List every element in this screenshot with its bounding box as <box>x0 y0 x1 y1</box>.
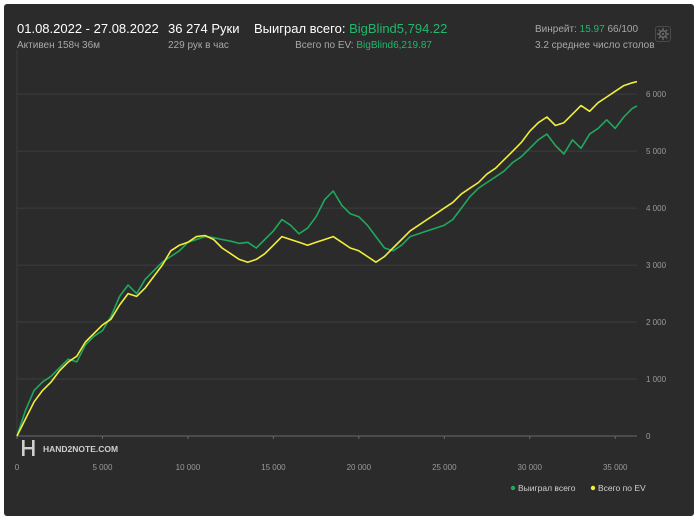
series-line-won <box>16 105 638 437</box>
winrate-percentile: 66/100 <box>607 24 639 35</box>
winrate-label: Винрейт: <box>535 24 577 35</box>
won-total: Выиграл всего: BigBlind5,794.22 <box>254 21 447 36</box>
date-range: 01.08.2022 - 27.08.2022 <box>17 21 159 36</box>
won-value: BigBlind5,794.22 <box>349 21 448 36</box>
x-tick-label: 30 000 <box>518 463 543 472</box>
hands-per-hour: 229 рук в час <box>168 40 229 51</box>
series-lines <box>16 80 638 437</box>
y-tick-label: 4 000 <box>646 204 667 213</box>
legend-item-won[interactable]: Выиграл всего <box>510 483 576 493</box>
legend-marker-ev <box>590 485 596 491</box>
watermark-text: HAND2NOTE.COM <box>43 444 118 454</box>
x-tick-label: 10 000 <box>176 463 201 472</box>
winrate: Винрейт: 15.97 66/100 <box>535 24 638 35</box>
y-tick-label: 1 000 <box>646 375 667 384</box>
y-tick-label: 3 000 <box>646 261 667 270</box>
winrate-value: 15.97 <box>579 24 605 35</box>
x-tick-label: 35 000 <box>603 463 628 472</box>
y-axis-ticks: 0 1 000 2 000 3 000 4 000 5 000 6 000 <box>646 90 667 441</box>
grid-lines <box>16 50 637 439</box>
gear-icon <box>656 27 670 41</box>
ev-total: Всего по EV: BigBlind6,219.87 <box>295 40 432 51</box>
avg-tables: 3.2 среднее число столов <box>535 40 655 51</box>
hand2note-logo-icon <box>22 440 35 456</box>
x-axis-ticks: 0 5 000 10 000 15 000 20 000 25 000 30 000 35 0… <box>15 463 628 472</box>
legend-label-ev: Всего по EV <box>598 483 646 493</box>
legend-marker-won <box>510 485 516 491</box>
series-line-ev <box>16 80 638 437</box>
y-tick-label: 5 000 <box>646 147 667 156</box>
x-tick-label: 15 000 <box>261 463 286 472</box>
x-tick-label: 25 000 <box>432 463 457 472</box>
ev-label: Всего по EV: <box>295 40 354 51</box>
hands-count: 36 274 Руки <box>168 21 240 36</box>
y-tick-label: 0 <box>646 432 651 441</box>
x-tick-label: 0 <box>15 463 20 472</box>
watermark: HAND2NOTE.COM <box>22 440 118 456</box>
legend: Выиграл всего Всего по EV <box>510 483 646 493</box>
y-tick-label: 2 000 <box>646 318 667 327</box>
won-label: Выиграл всего: <box>254 21 346 36</box>
ev-value: BigBlind6,219.87 <box>356 40 432 51</box>
settings-button[interactable] <box>655 26 671 42</box>
legend-item-ev[interactable]: Всего по EV <box>590 483 646 493</box>
active-time: Активен 158ч 36м <box>17 40 101 51</box>
x-tick-label: 5 000 <box>92 463 113 472</box>
graph-panel: 01.08.2022 - 27.08.2022 Активен 158ч 36м… <box>4 4 694 516</box>
legend-label-won: Выиграл всего <box>518 483 576 493</box>
y-tick-label: 6 000 <box>646 90 667 99</box>
equity-chart: 0 1 000 2 000 3 000 4 000 5 000 6 000 0 5 000 10… <box>15 50 667 493</box>
x-tick-label: 20 000 <box>347 463 372 472</box>
